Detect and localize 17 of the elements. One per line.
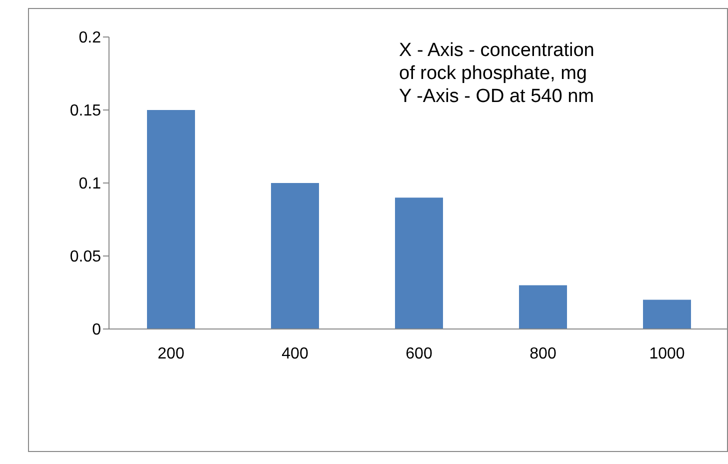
bar (147, 110, 195, 329)
y-tick-label: 0.15 (70, 102, 102, 120)
bar (519, 285, 567, 329)
x-tick-label: 600 (406, 345, 432, 362)
x-tick-label: 200 (158, 345, 184, 362)
y-tick-label: 0.2 (78, 30, 102, 47)
y-tick-label: 0.1 (78, 176, 102, 193)
annotation: X - Axis - concentration of rock phosphate, mg (399, 39, 596, 85)
bar (643, 300, 691, 329)
x-tick-label: 400 (282, 345, 308, 362)
x-tick-label: 800 (530, 345, 556, 362)
bar (395, 198, 443, 329)
y-tick-label: 0.05 (70, 248, 102, 266)
annotation: Y -Axis - OD at 540 nm (399, 85, 595, 108)
y-tick-label: 0 (92, 322, 102, 339)
bar (271, 183, 319, 329)
x-tick-label: 1000 (649, 345, 685, 362)
